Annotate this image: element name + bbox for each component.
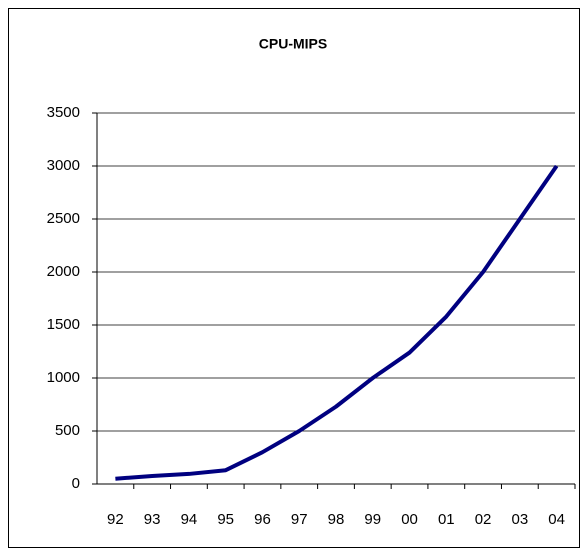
data-line <box>115 164 559 481</box>
y-tick-label: 1500 <box>47 316 80 333</box>
y-tick-label: 3500 <box>47 104 80 121</box>
x-tick-label: 03 <box>512 511 529 528</box>
chart-frame <box>8 8 580 548</box>
x-tick-label: 92 <box>107 511 124 528</box>
y-tick-label: 2000 <box>47 263 80 280</box>
x-tick-label: 02 <box>475 511 492 528</box>
x-tick-label: 01 <box>438 511 455 528</box>
y-tick-label: 1000 <box>47 369 80 386</box>
x-tick-label: 94 <box>181 511 198 528</box>
x-tick-label: 97 <box>291 511 308 528</box>
y-tick-label: 2500 <box>47 210 80 227</box>
x-tick-label: 04 <box>548 511 565 528</box>
x-tick-label: 93 <box>144 511 161 528</box>
x-tick-label: 95 <box>217 511 234 528</box>
y-tick-label: 0 <box>72 475 80 492</box>
x-tick-label: 96 <box>254 511 271 528</box>
chart-title: CPU-MIPS <box>259 36 327 52</box>
y-tick-label: 500 <box>55 422 80 439</box>
x-tick-label: 98 <box>328 511 345 528</box>
y-tick-label: 3000 <box>47 157 80 174</box>
x-tick-label: 00 <box>401 511 418 528</box>
x-tick-label: 99 <box>364 511 381 528</box>
